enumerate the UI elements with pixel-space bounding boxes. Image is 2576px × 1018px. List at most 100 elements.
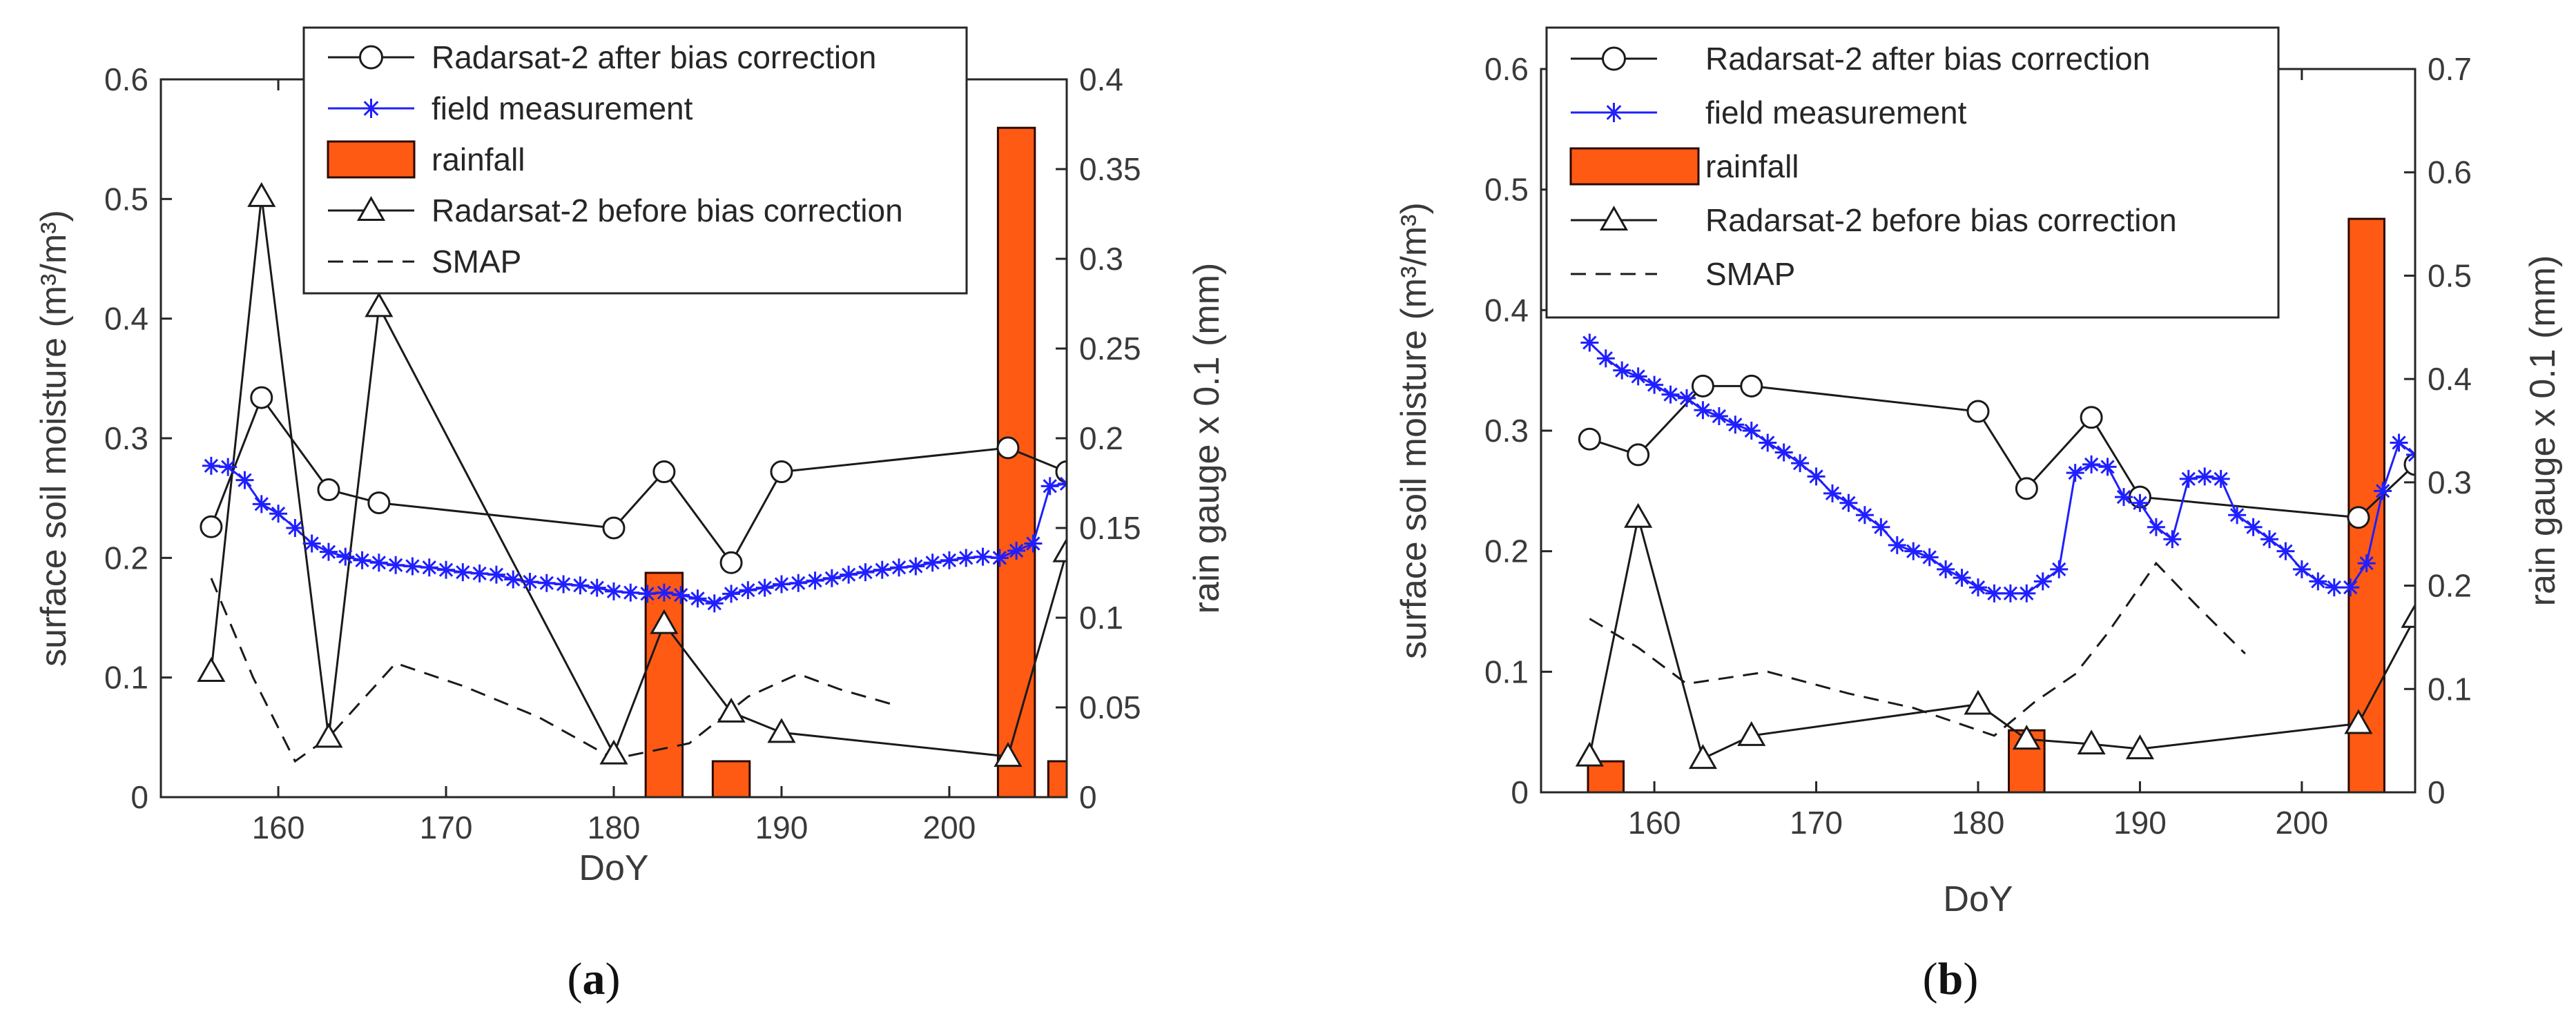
radarsat-before-point xyxy=(2125,734,2155,760)
radarsat-before-point xyxy=(767,718,796,743)
legend-triangle-marker xyxy=(356,195,386,221)
field-measurement-point xyxy=(2260,530,2278,549)
y2-axis-label-b: rain gauge x 0.1 (mm) xyxy=(2523,255,2563,607)
legend-label: rainfall xyxy=(432,141,525,177)
y-tick-label: 0.6 xyxy=(104,61,148,97)
field-measurement-point xyxy=(2228,506,2247,525)
field-measurement-point xyxy=(219,458,238,476)
y2-tick-label: 0.15 xyxy=(1079,510,1141,546)
field-measurement-point xyxy=(2147,518,2165,536)
field-measurement-point xyxy=(1904,542,1923,560)
field-measurement-point xyxy=(923,554,942,572)
y-tick-label: 0.5 xyxy=(104,181,148,217)
field-measurement-point xyxy=(2066,464,2084,482)
field-measurement-point xyxy=(907,557,925,576)
series-lines-b xyxy=(1588,342,2415,761)
field-measurement-point xyxy=(2115,488,2133,507)
legend-label: field measurement xyxy=(1705,95,1967,130)
field-measurement-point xyxy=(1007,541,1026,560)
field-measurement-point xyxy=(990,549,1009,567)
y2-axis-label-a: rain gauge x 0.1 (mm) xyxy=(1187,263,1227,614)
field-measurement-point xyxy=(1040,477,1059,496)
field-measurement-point xyxy=(302,534,321,553)
panel-label-b: (b) xyxy=(1923,954,1979,1004)
field-measurement-point xyxy=(269,505,288,523)
panel-label-a: (a) xyxy=(568,954,621,1004)
y-axis-label-b: surface soil moisture (m³/m³) xyxy=(1394,202,1434,659)
field-measurement-point xyxy=(2179,469,2198,488)
y2-tick-label: 0 xyxy=(1079,779,1097,815)
y2-tick-label: 0.2 xyxy=(1079,420,1123,456)
series-markers-a xyxy=(197,182,1067,767)
field-measurement-point xyxy=(890,558,909,577)
panel-a: 160 170 180 190 200 0 0.1 0.2 0.3 0.4 0.5 0.6 0 0.05 0… xyxy=(34,26,1227,1004)
legend-circle-marker xyxy=(1602,46,1626,71)
field-measurement-point xyxy=(1985,584,2004,603)
x-tick-label: 180 xyxy=(1952,805,2005,841)
x-tick-label: 200 xyxy=(923,810,976,845)
radarsat-after-point xyxy=(2015,477,2038,500)
field-measurement-point xyxy=(1920,548,1939,567)
field-measurement-point xyxy=(369,554,388,572)
field-measurement-point xyxy=(974,547,992,566)
field-measurement-point xyxy=(2196,467,2214,486)
x-tick-label: 160 xyxy=(252,810,305,845)
smap-line xyxy=(1589,561,2246,737)
field-measurement-point xyxy=(1823,484,1841,502)
x-tick-label: 160 xyxy=(1628,805,1681,841)
field-measurement-point xyxy=(2390,433,2408,452)
y2-tick-label: 0.1 xyxy=(2428,671,2472,707)
y-tick-label: 0.3 xyxy=(1484,413,1529,449)
radarsat-after-point xyxy=(652,460,676,484)
rainfall-bar xyxy=(644,571,684,797)
radarsat-before-point xyxy=(994,742,1023,767)
field-measurement-point xyxy=(1596,349,1615,368)
radarsat-before-point xyxy=(650,609,679,634)
y-tick-label: 0 xyxy=(130,779,148,815)
legend-b: Radarsat-2 after bias correction field me… xyxy=(1545,26,2280,319)
radarsat-after-point xyxy=(317,478,340,502)
field-measurement-point xyxy=(504,570,523,589)
field-measurement-point xyxy=(755,578,774,597)
radarsat-before-point xyxy=(314,723,343,748)
field-measurement-point xyxy=(688,589,707,608)
y-tick-label: 0.1 xyxy=(104,660,148,696)
field-measurement-point xyxy=(1759,433,1777,452)
field-measurement-point xyxy=(403,557,422,576)
y-tick-label: 0.2 xyxy=(104,540,148,576)
radarsat-after-point xyxy=(770,460,793,484)
field-measurement-point xyxy=(789,574,808,592)
field-measurement-point xyxy=(2325,578,2343,597)
radarsat-before-point xyxy=(1964,689,1993,715)
field-measurement-point xyxy=(2357,554,2376,573)
radarsat-after-point xyxy=(250,386,273,409)
legend-rainfall-swatch xyxy=(1569,147,1700,186)
radarsat-before-point xyxy=(197,656,226,682)
legend-label: SMAP xyxy=(1705,256,1795,292)
field-measurement-point xyxy=(1629,367,1647,386)
field-measurement-point xyxy=(840,565,858,584)
field-measurement-point xyxy=(2374,482,2392,500)
field-measurement-point xyxy=(806,571,824,590)
y-tick-label: 0.5 xyxy=(1484,172,1529,208)
field-measurement-point xyxy=(2244,518,2263,536)
radarsat-before-point xyxy=(599,739,628,765)
field-measurement-point xyxy=(1613,361,1631,380)
field-measurement-point xyxy=(521,573,539,591)
field-measurement-point xyxy=(2033,572,2052,591)
field-measurement-point xyxy=(1855,506,1874,525)
x-tick-label: 170 xyxy=(420,810,473,845)
radarsat-after-point xyxy=(1691,374,1714,398)
y-tick-label: 0.2 xyxy=(1484,534,1529,569)
y2-tick-label: 0.35 xyxy=(1079,151,1141,187)
x-axis-label-b: DoY xyxy=(1943,879,2013,919)
radarsat-after-point xyxy=(367,491,391,515)
x-tick-label: 180 xyxy=(588,810,641,845)
y2-tick-label: 0.3 xyxy=(1079,241,1123,277)
radarsat-before-point xyxy=(2012,725,2041,750)
plot-area-b: 160 170 180 190 200 0 0.1 0.2 0.3 0.4 0.5 0.6 0 0.1 0.… xyxy=(1484,51,2472,841)
legend-circle-marker xyxy=(359,45,383,70)
field-measurement-point xyxy=(739,581,757,600)
legend-star-marker xyxy=(1604,103,1624,122)
